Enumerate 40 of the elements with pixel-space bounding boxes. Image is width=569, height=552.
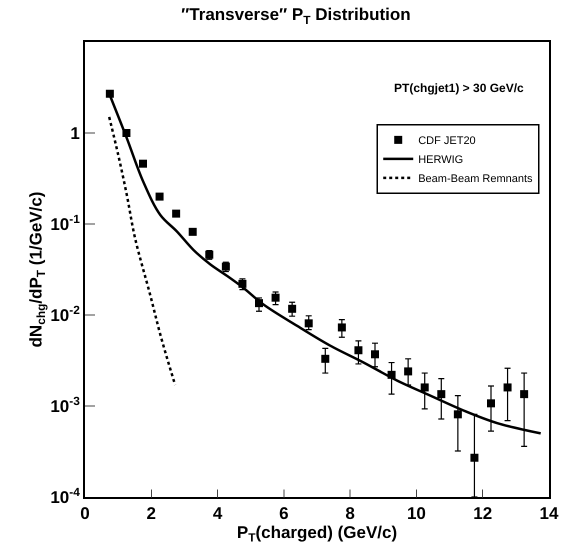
legend-label: Beam-Beam Remnants	[418, 173, 534, 186]
x-tick-label: 6	[279, 504, 289, 524]
point	[470, 454, 478, 462]
point	[106, 90, 114, 98]
point	[487, 399, 495, 408]
point	[288, 304, 296, 313]
x-tick-label: 4	[212, 504, 223, 524]
point	[371, 350, 379, 358]
point	[321, 354, 330, 363]
y-tick-label: 10$^{-2}$	[50, 302, 80, 325]
x-tick-label: 8	[345, 504, 355, 524]
point	[139, 160, 147, 168]
point	[404, 367, 412, 376]
legend-label: CDF JET20	[418, 135, 476, 148]
x-tick-label: 14	[540, 504, 559, 524]
x-tick-label: 10	[406, 504, 426, 524]
point	[156, 192, 164, 201]
x-tick-label: 0	[80, 504, 90, 524]
point	[437, 390, 446, 398]
point	[520, 390, 528, 398]
point	[338, 323, 346, 332]
y-tick-label: 10$^{-1}$	[50, 212, 80, 234]
x-tick-label: 12	[473, 504, 492, 524]
point	[188, 228, 197, 236]
point	[420, 383, 429, 392]
point	[354, 346, 362, 354]
y-tick-label: 1	[70, 124, 80, 143]
y-tick-label: 10$^{-3}$	[50, 394, 80, 416]
point	[454, 410, 462, 418]
x-axis-title: P$_{T}$(charged) (GeV/c)	[236, 523, 398, 545]
chart-title: ″Transverse″ P$_{T}$ Distribution	[181, 5, 411, 27]
point	[304, 319, 313, 328]
legend-label: HERWIG	[418, 154, 464, 166]
point	[172, 210, 180, 218]
x-tick-label: 2	[146, 504, 156, 524]
y-tick-label: 10$^{-4}$	[50, 484, 80, 507]
annotation: PT(chgjet1) > 30 GeV/c	[394, 81, 524, 95]
point	[504, 383, 512, 392]
point	[272, 294, 280, 302]
line-series	[108, 116, 176, 386]
